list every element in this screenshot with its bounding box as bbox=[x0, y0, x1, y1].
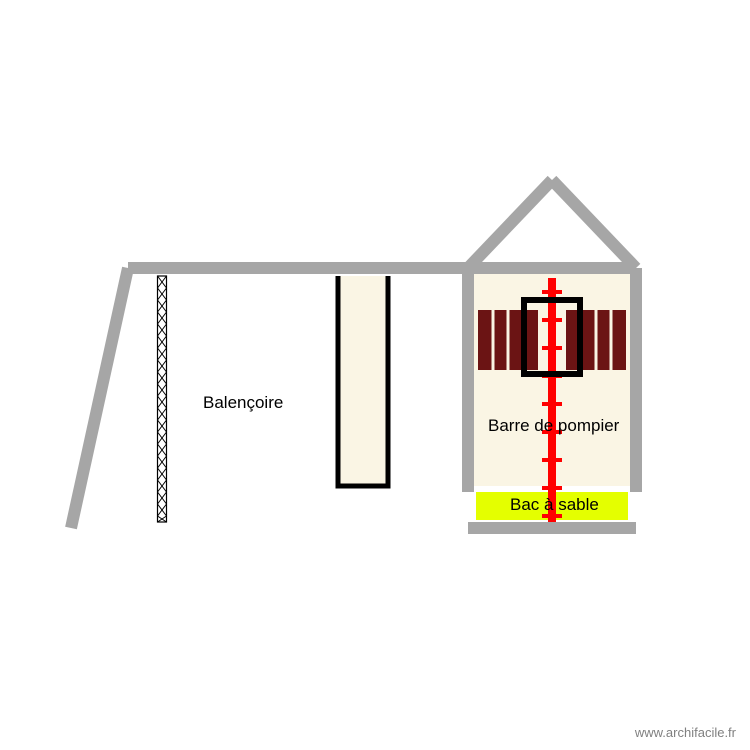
diagram-canvas: Balençoire Barre de pompier Bac à sable bbox=[0, 0, 750, 750]
shutter-right bbox=[566, 310, 626, 370]
swing-panel-fill bbox=[338, 276, 388, 486]
roof-right bbox=[552, 180, 636, 268]
swing-rope bbox=[158, 276, 167, 522]
watermark-text: www.archifacile.fr bbox=[635, 725, 736, 740]
frame-left-leg bbox=[71, 268, 128, 528]
label-swing: Balençoire bbox=[203, 393, 283, 412]
shutter-left bbox=[478, 310, 538, 370]
label-sandbox: Bac à sable bbox=[510, 495, 599, 514]
label-firepole: Barre de pompier bbox=[488, 416, 620, 435]
roof-left bbox=[468, 180, 552, 268]
